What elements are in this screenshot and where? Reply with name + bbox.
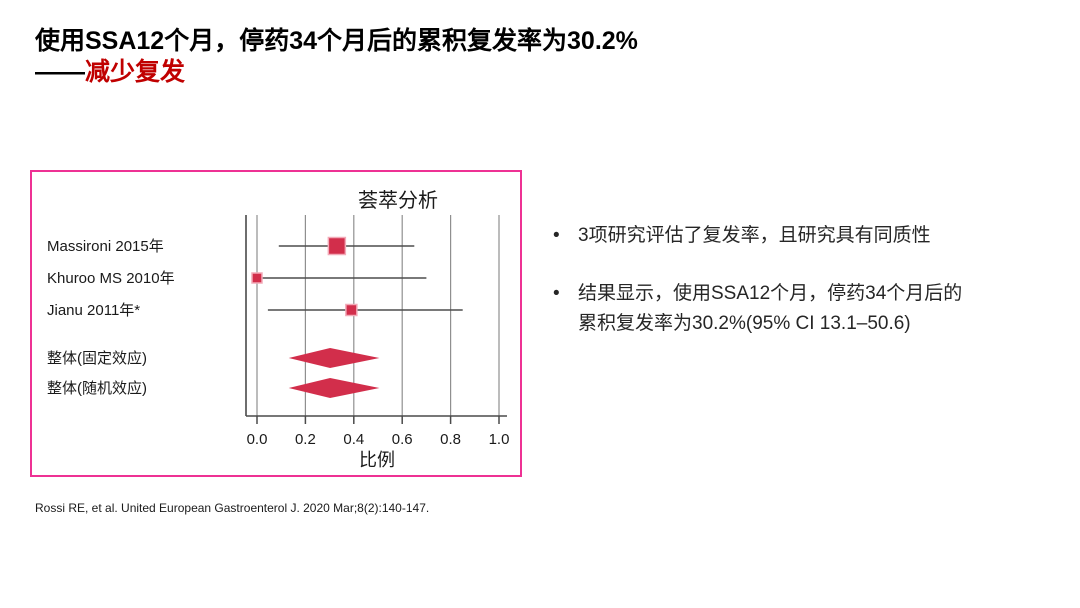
bullet-list: • 3项研究评估了复发率，且研究具有同质性 • 结果显示，使用SSA12个月，停药3… [545, 221, 1025, 367]
slide-title-line1: 使用SSA12个月，停药34个月后的累积复发率为30.2% [35, 27, 638, 55]
overall-label: 整体(固定效应) [47, 349, 147, 367]
bullet-item: • 结果显示，使用SSA12个月，停药34个月后的 累积复发率为30.2%(95%… [545, 279, 1025, 339]
bullet-dot: • [553, 225, 560, 246]
x-axis-label: 比例 [359, 450, 395, 470]
x-tick-label: 0.0 [247, 431, 268, 448]
title-red-text: 减少复发 [85, 58, 186, 86]
title-dash-prefix: —— [35, 58, 85, 86]
overall-label: 整体(随机效应) [47, 379, 147, 397]
estimate-square [251, 272, 263, 284]
study-label: Khuroo MS 2010年 [47, 270, 175, 287]
bullet-dot: • [553, 283, 560, 304]
x-tick-label: 0.8 [440, 431, 461, 448]
forest-plot-panel: 0.0 0.2 0.4 0.6 0.8 1.0 Massironi 2015年 Khuroo … [30, 170, 522, 477]
citation: Rossi RE, et al. United European Gastroe… [35, 501, 430, 515]
forest-plot-svg: 0.0 0.2 0.4 0.6 0.8 1.0 Massironi 2015年 Khuroo … [47, 215, 510, 448]
bullet-text: 结果显示，使用SSA12个月，停药34个月后的 累积复发率为30.2%(95% … [578, 283, 963, 334]
study-label: Jianu 2011年* [47, 302, 140, 319]
x-tick-label: 0.6 [392, 431, 413, 448]
slide-title-line2: ——减少复发 [35, 57, 638, 88]
slide-title: 使用SSA12个月，停药34个月后的累积复发率为30.2% ——减少复发 [35, 26, 638, 88]
study-label: Massironi 2015年 [47, 238, 164, 255]
bullet-text: 3项研究评估了复发率，且研究具有同质性 [578, 225, 931, 246]
bullet-item: • 3项研究评估了复发率，且研究具有同质性 [545, 221, 1025, 251]
overall-diamond [288, 348, 380, 368]
estimate-square [345, 303, 358, 317]
overall-diamond [288, 378, 380, 398]
estimate-square [327, 236, 347, 256]
x-tick-label: 1.0 [489, 431, 510, 448]
x-tick-label: 0.4 [343, 431, 364, 448]
chart-title: 荟萃分析 [358, 190, 438, 212]
x-tick-label: 0.2 [295, 431, 316, 448]
